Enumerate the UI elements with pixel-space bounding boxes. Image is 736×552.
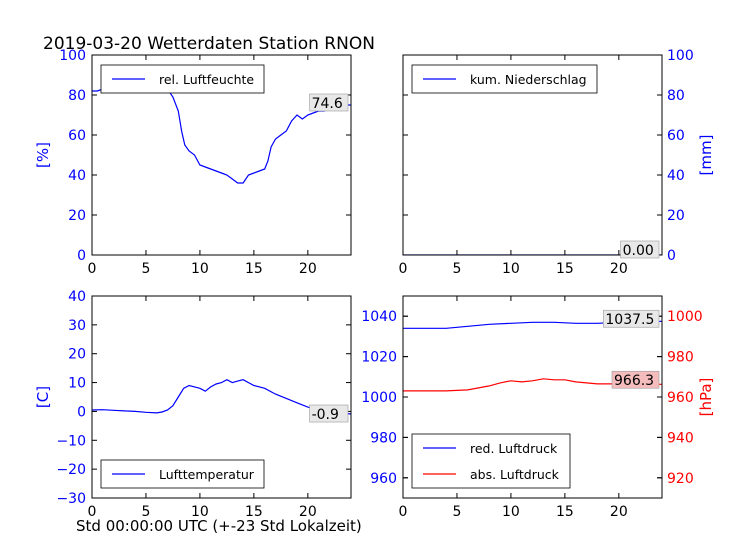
last-value-label: 74.6: [312, 96, 343, 112]
legend-box: [100, 64, 265, 94]
x-tick-label: 20: [610, 504, 628, 520]
x-tick-label: 15: [556, 504, 574, 520]
y-tick-label: 960: [667, 390, 694, 406]
series-lines: [92, 379, 351, 415]
y-tick-label: 0: [77, 248, 86, 264]
legend-entry: abs. Luftdruck: [470, 467, 560, 482]
y-axis-label: [%]: [34, 142, 52, 168]
x-tick-label: 5: [141, 261, 150, 277]
last-value-label: 966.3: [614, 373, 654, 389]
legend: red. Luftdruck abs. Luftdruck: [411, 433, 571, 489]
y-axis-label: [mm]: [697, 135, 715, 176]
x-tick-label: 20: [299, 261, 317, 277]
y-tick-label: −30: [56, 491, 86, 507]
y-tick-label: 920: [667, 471, 694, 487]
y-tick-label: 980: [370, 430, 397, 446]
x-tick-label: 10: [191, 261, 209, 277]
y-tick-label: 1040: [361, 309, 397, 325]
y-tick-label: 20: [68, 208, 86, 224]
x-tick-label: 0: [88, 261, 97, 277]
y-axis-label: [C]: [34, 386, 52, 408]
x-tick-label: 15: [245, 261, 263, 277]
y-tick-label: 60: [68, 128, 86, 144]
y-axis-label: [hPa]: [697, 378, 715, 417]
temperature-panel: 0 5 10 15 20 −30 −20 −10 0 10 20 30 40 [C] -0.9 Lufttem…: [34, 289, 352, 520]
pressure-panel: 0 5 10 15 20 960 980 1000 1020 1040 920 940 960 980 10…: [361, 295, 715, 520]
y-tick-label: 30: [68, 318, 86, 334]
y-tick-label: −10: [56, 433, 86, 449]
plot-frame: [402, 54, 663, 256]
y-tick-label: 1000: [361, 390, 397, 406]
humidity-panel: 0 5 10 15 20 0 20 40 60 80 100 [%] 74.6 rel. Luftfeuc…: [34, 48, 352, 277]
last-value-box: [620, 240, 660, 259]
x-tick-label: 10: [502, 261, 520, 277]
last-value-box: [309, 93, 349, 112]
y-tick-label: 1020: [361, 350, 397, 366]
legend-box: [411, 433, 571, 489]
y-tick-label: 100: [667, 48, 694, 64]
y-tick-label: 40: [68, 289, 86, 305]
legend-entry: Lufttemperatur: [159, 467, 255, 482]
x-tick-label: 0: [88, 504, 97, 520]
x-tick-label: 20: [299, 504, 317, 520]
x-tick-label: 0: [399, 261, 408, 277]
last-value-box: [309, 404, 349, 423]
last-value-box: [611, 370, 660, 389]
plot-frame: [91, 295, 352, 499]
x-tick-label: 15: [245, 504, 263, 520]
last-value-label: -0.9: [312, 407, 339, 423]
x-tick-label: 15: [556, 261, 574, 277]
legend-entry: kum. Niederschlag: [470, 72, 587, 87]
legend: rel. Luftfeuchte: [100, 64, 265, 94]
legend: kum. Niederschlag: [411, 64, 598, 94]
precipitation-panel: 0 5 10 15 20 0 20 40 60 80 100 [mm] 0.00 kum. Nieders…: [399, 48, 715, 277]
x-tick-label: 0: [399, 504, 408, 520]
legend-entry: red. Luftdruck: [470, 441, 558, 456]
x-tick-label: 5: [452, 261, 461, 277]
y-tick-label: 20: [68, 347, 86, 363]
plot-frame: [91, 54, 352, 256]
series-line-0: [92, 379, 351, 415]
y-tick-label: 1000: [667, 309, 703, 325]
y-tick-label: −20: [56, 462, 86, 478]
last-value-box: [603, 309, 660, 328]
x-tick-label: 10: [191, 504, 209, 520]
y-tick-label: 80: [68, 88, 86, 104]
y-tick-label: 60: [667, 128, 685, 144]
y-tick-label: 10: [68, 376, 86, 392]
legend-box: [100, 459, 265, 489]
y-tick-label: 980: [667, 350, 694, 366]
x-axis-label: Std 00:00:00 UTC (+-23 Std Lokalzeit): [76, 517, 362, 535]
y-tick-label: 80: [667, 88, 685, 104]
y-tick-label: 0: [77, 404, 86, 420]
last-value-label: 0.00: [623, 243, 654, 259]
legend-entry: rel. Luftfeuchte: [159, 72, 254, 87]
legend: Lufttemperatur: [100, 459, 265, 489]
x-tick-label: 5: [452, 504, 461, 520]
y-tick-label: 0: [667, 248, 676, 264]
y-tick-label: 40: [667, 168, 685, 184]
x-tick-label: 10: [502, 504, 520, 520]
y-tick-label: 100: [59, 48, 86, 64]
x-tick-label: 5: [141, 504, 150, 520]
x-tick-label: 20: [610, 261, 628, 277]
chart-title: 2019-03-20 Wetterdaten Station RNON: [43, 34, 375, 54]
y-tick-label: 40: [68, 168, 86, 184]
last-value-label: 1037.5: [605, 312, 654, 328]
y-tick-label: 960: [370, 471, 397, 487]
y-tick-label: 940: [667, 430, 694, 446]
y-tick-label: 20: [667, 208, 685, 224]
